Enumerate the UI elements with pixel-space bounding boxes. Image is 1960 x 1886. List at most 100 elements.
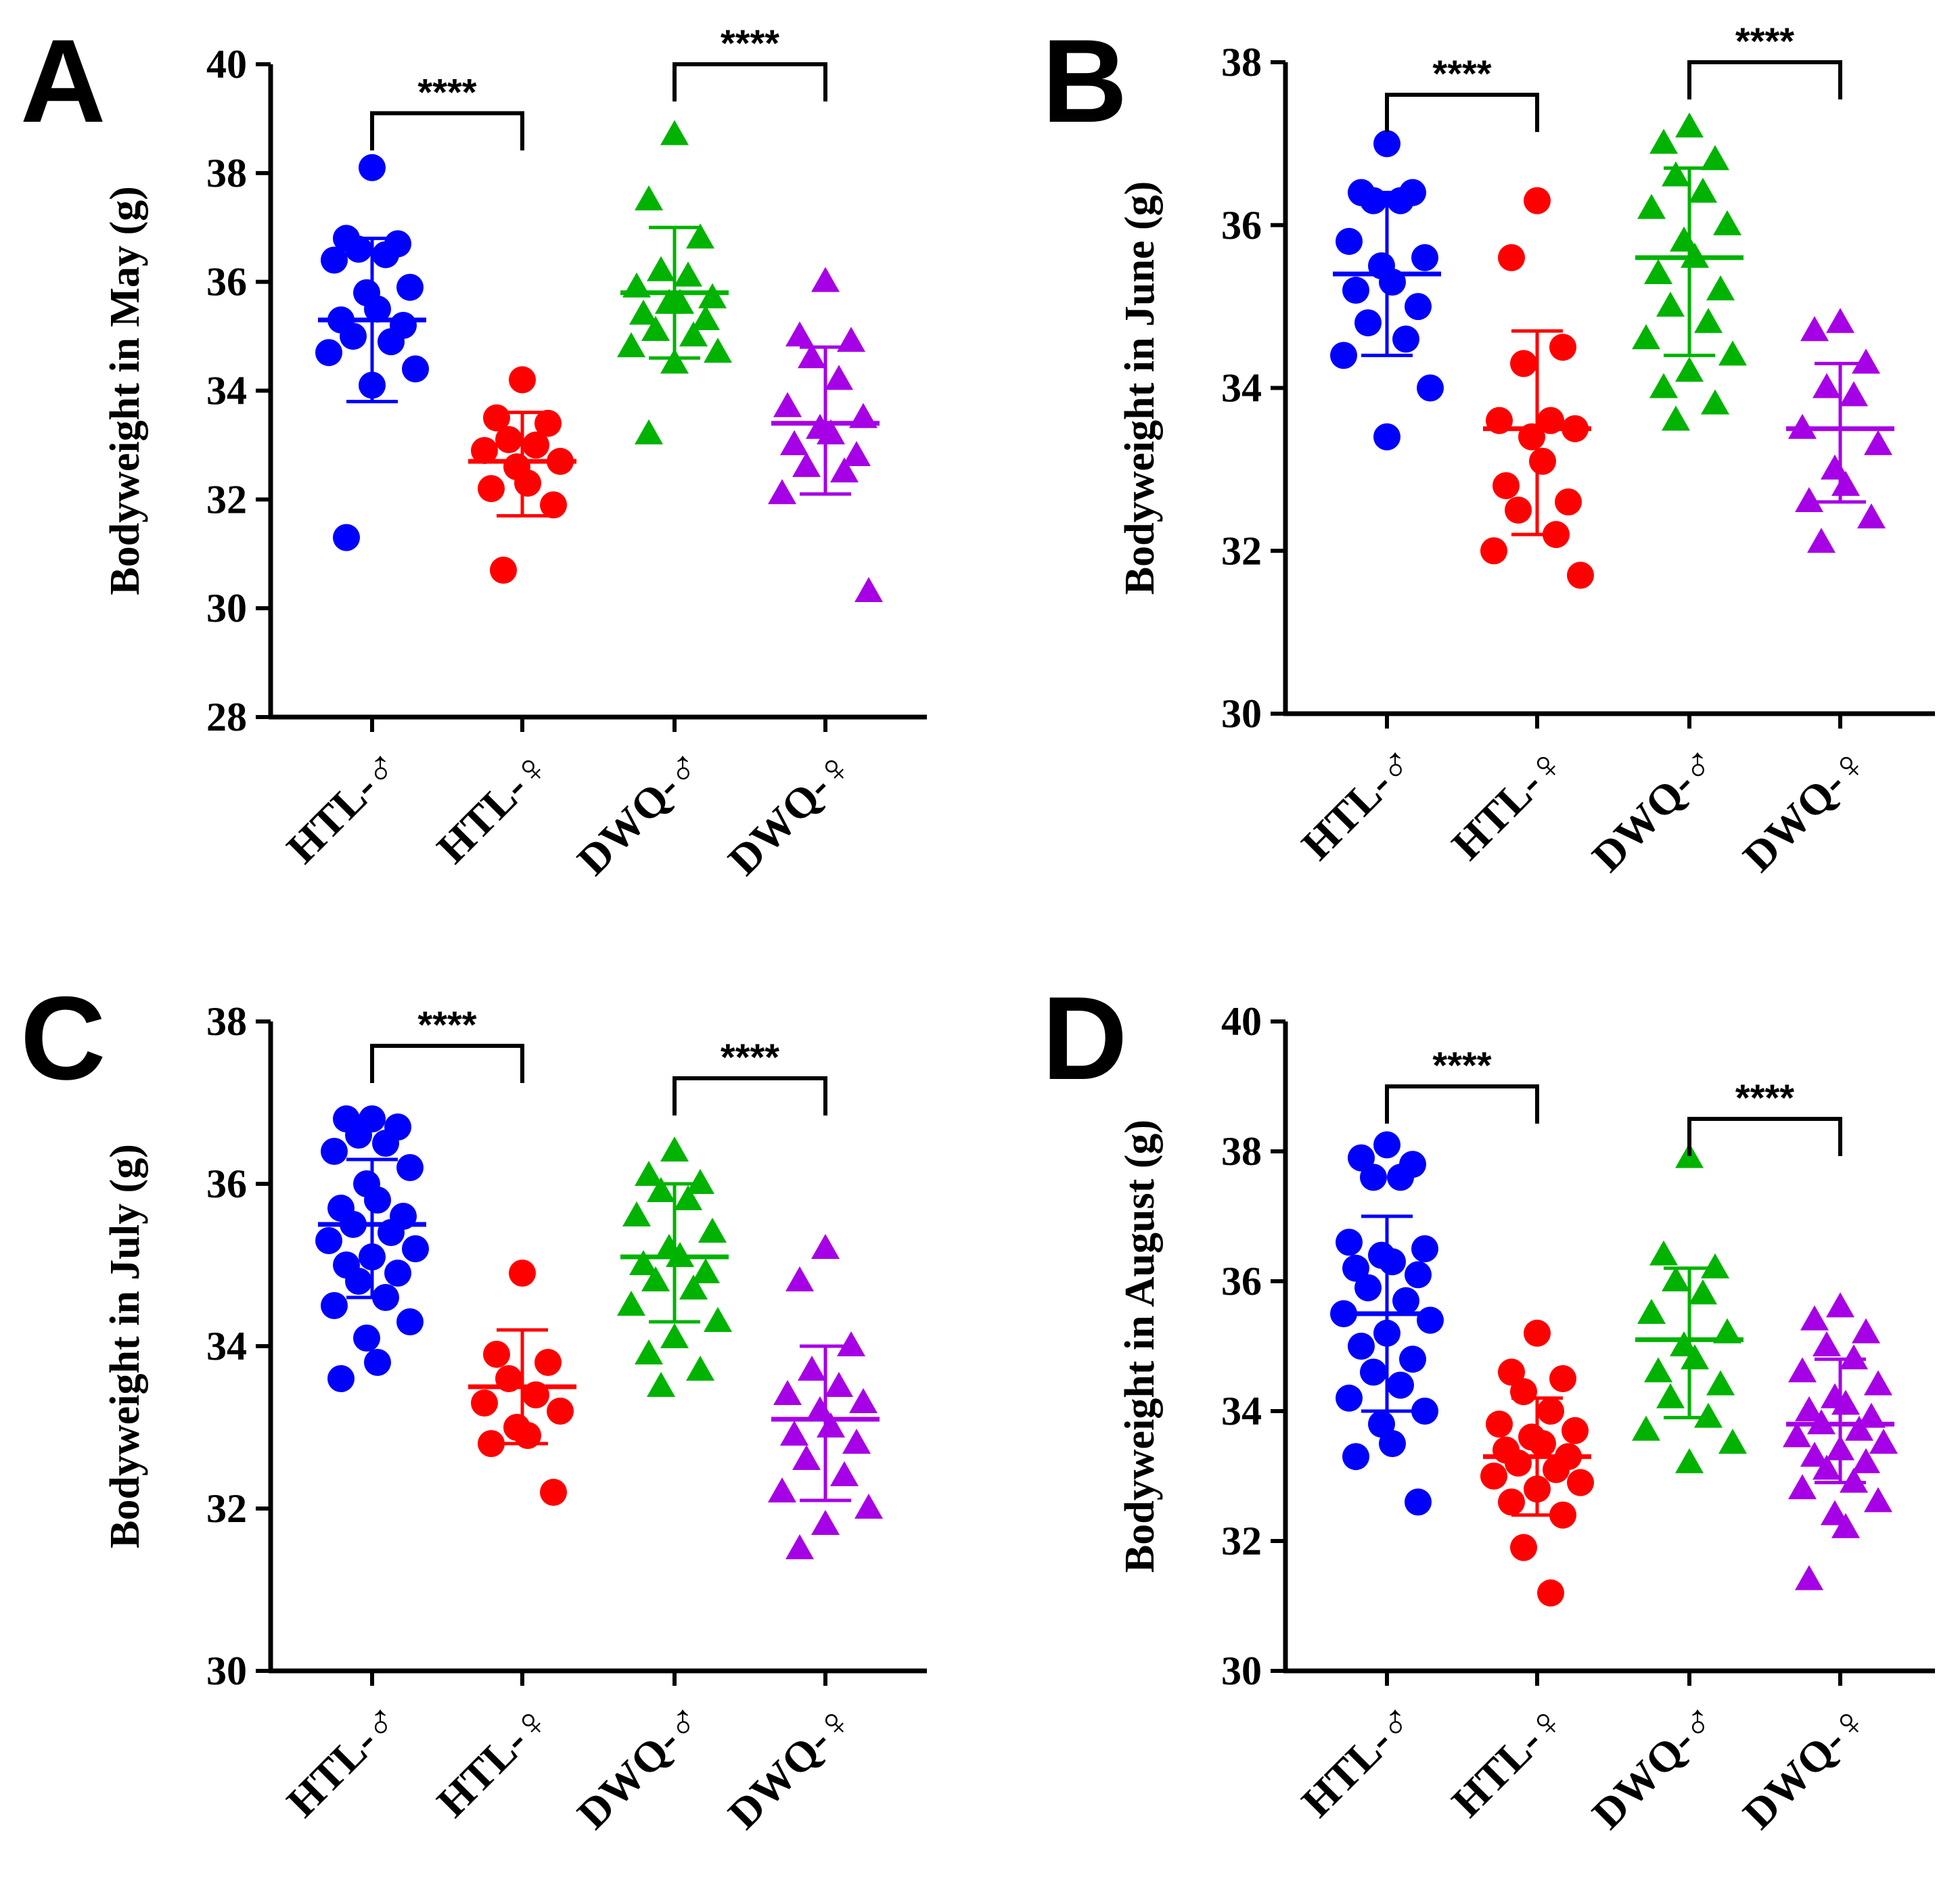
data-point xyxy=(1701,1253,1729,1279)
data-point xyxy=(1831,1513,1860,1538)
significance-label: **** xyxy=(417,70,476,113)
data-point xyxy=(798,1356,826,1381)
data-point xyxy=(490,556,517,584)
data-point xyxy=(698,283,727,308)
data-point xyxy=(647,1177,675,1202)
data-point xyxy=(1718,340,1747,366)
data-point xyxy=(333,524,360,551)
data-point xyxy=(1788,1357,1817,1383)
data-point xyxy=(1706,275,1735,301)
data-point xyxy=(1330,342,1357,369)
data-point xyxy=(1689,1279,1717,1305)
data-point xyxy=(1524,187,1551,214)
data-point xyxy=(1524,1319,1551,1347)
data-point xyxy=(1713,1318,1741,1343)
data-point xyxy=(1675,1448,1704,1473)
data-point xyxy=(1379,1248,1406,1276)
series-DWQ-♂ xyxy=(1632,112,1747,431)
data-point xyxy=(629,1250,658,1275)
data-point xyxy=(1405,1488,1432,1516)
data-point xyxy=(1632,324,1660,350)
data-point xyxy=(353,1325,380,1352)
data-point xyxy=(1399,1346,1426,1373)
data-point xyxy=(1826,1292,1854,1318)
data-point xyxy=(704,338,732,363)
data-point xyxy=(780,430,808,455)
data-point xyxy=(345,1122,372,1149)
x-tick-label: DWQ-♀ xyxy=(719,1695,863,1838)
data-point xyxy=(1840,1467,1868,1493)
data-point xyxy=(1411,1235,1438,1262)
data-point xyxy=(315,339,342,367)
data-point xyxy=(622,1201,651,1226)
y-tick-label: 40 xyxy=(1221,999,1262,1044)
data-point xyxy=(811,1510,840,1535)
y-tick-label: 32 xyxy=(206,477,247,522)
data-point xyxy=(768,1477,796,1502)
data-point xyxy=(1348,1333,1375,1360)
data-point xyxy=(773,392,802,417)
data-point xyxy=(1807,528,1836,553)
data-point xyxy=(691,304,720,330)
significance-label: **** xyxy=(1432,52,1491,95)
x-tick-label: DWQ-♀ xyxy=(1734,737,1877,881)
data-point xyxy=(1529,447,1556,475)
x-tick-label: HTL-♀ xyxy=(1442,737,1574,869)
data-point xyxy=(811,267,840,292)
significance-label: **** xyxy=(721,22,779,64)
data-point xyxy=(1795,487,1823,513)
data-point xyxy=(471,436,498,464)
data-point xyxy=(1562,1417,1589,1444)
data-point xyxy=(522,431,549,459)
series-HTL-♀ xyxy=(468,366,576,584)
data-point xyxy=(1392,1287,1419,1314)
data-point xyxy=(1342,1254,1369,1282)
data-point xyxy=(1662,161,1690,187)
y-tick-label: 36 xyxy=(206,260,247,304)
panel-letter: B xyxy=(1042,16,1127,147)
data-point xyxy=(1675,356,1704,382)
data-point xyxy=(1549,1365,1576,1392)
data-point xyxy=(1387,1371,1414,1399)
series-DWQ-♂ xyxy=(617,1136,732,1397)
y-tick-label: 30 xyxy=(206,586,247,630)
significance-label: **** xyxy=(721,1036,779,1078)
data-point xyxy=(1783,1422,1811,1448)
series-HTL-♀ xyxy=(468,1260,576,1506)
data-point xyxy=(1480,537,1507,565)
data-point xyxy=(372,241,399,269)
x-tick-label: HTL-♀ xyxy=(1442,1695,1574,1826)
y-tick-label: 36 xyxy=(206,1162,247,1206)
data-point xyxy=(1826,308,1854,334)
significance-label: **** xyxy=(417,1003,476,1046)
data-point xyxy=(1537,1579,1564,1607)
data-point xyxy=(825,365,853,390)
significance-bracket xyxy=(1385,93,1539,133)
data-point xyxy=(1795,1396,1823,1421)
data-point xyxy=(854,1494,883,1519)
data-point xyxy=(1800,1442,1829,1467)
data-point xyxy=(691,1258,720,1283)
data-point xyxy=(679,1274,708,1300)
data-point xyxy=(1498,244,1525,271)
data-point xyxy=(1392,325,1419,353)
data-point xyxy=(547,1398,574,1425)
data-point xyxy=(321,1138,348,1165)
y-tick-label: 38 xyxy=(1221,1129,1262,1174)
data-point xyxy=(1694,1402,1723,1428)
data-point xyxy=(1555,488,1582,516)
data-point xyxy=(1694,308,1723,334)
data-point xyxy=(1864,430,1892,455)
data-point xyxy=(364,1349,391,1376)
data-point xyxy=(372,1130,399,1157)
data-point xyxy=(1498,1358,1525,1386)
data-point xyxy=(1857,503,1886,529)
data-point xyxy=(768,479,796,505)
data-point xyxy=(509,366,536,394)
y-tick-label: 30 xyxy=(1221,1649,1262,1693)
panel-letter: C xyxy=(20,973,106,1105)
data-point xyxy=(773,1380,802,1405)
data-point xyxy=(811,1234,840,1259)
data-point xyxy=(1373,1131,1400,1159)
data-point xyxy=(1510,350,1537,377)
